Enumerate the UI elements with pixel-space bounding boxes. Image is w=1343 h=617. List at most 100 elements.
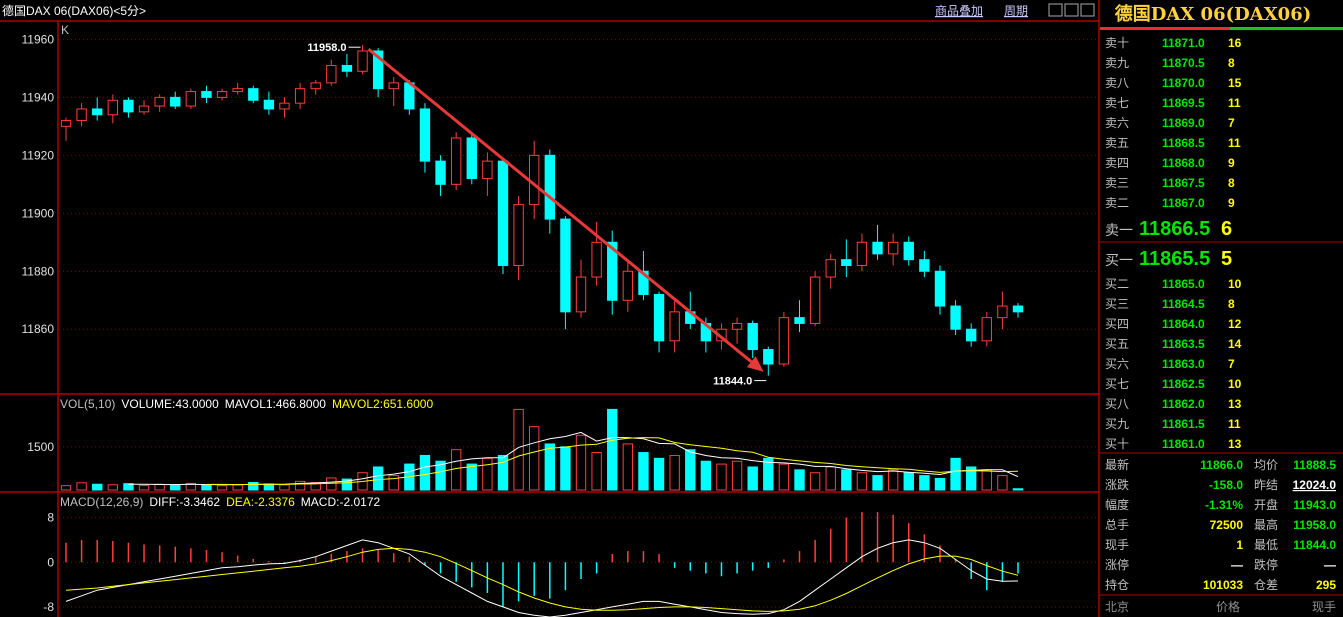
book-qty: 13: [1228, 437, 1242, 451]
candle-body: [919, 259, 930, 272]
book-qty: 8: [1228, 297, 1235, 311]
volume-bar: [841, 469, 852, 491]
candle-body: [669, 311, 680, 342]
book-label: 卖二: [1105, 196, 1129, 210]
macd-line: [65, 539, 1019, 617]
book-price: 11870.0: [1162, 76, 1205, 90]
volume-bar: [794, 469, 805, 491]
candle-body: [154, 96, 165, 107]
quote-value: 1: [1236, 538, 1243, 552]
book-label: 卖十: [1105, 36, 1129, 50]
candle-body: [263, 99, 275, 110]
nav-left[interactable]: [1048, 3, 1063, 17]
book-price: 11862.5: [1162, 377, 1205, 391]
candle-body: [965, 328, 977, 342]
quote-label: 涨停: [1105, 557, 1129, 572]
candle-body: [170, 96, 181, 107]
book-qty: 11: [1228, 96, 1241, 110]
y-tick-label: 11940: [22, 90, 55, 104]
candle-body: [60, 120, 72, 127]
book-price: 11868.5: [1162, 136, 1205, 150]
quote-value: 295: [1316, 578, 1336, 592]
book-price: 11870.5: [1162, 56, 1205, 70]
volume-bar: [419, 454, 431, 491]
book-label: 卖一: [1105, 222, 1133, 238]
candle-body: [232, 88, 243, 93]
book-label: 买三: [1105, 297, 1129, 311]
volume-bar: [950, 457, 961, 491]
macd-line: [65, 547, 1019, 612]
candle-body: [92, 108, 103, 116]
book-price: 11869.5: [1162, 96, 1205, 110]
period-button[interactable]: 周期: [1004, 4, 1028, 18]
volume-bar: [747, 466, 758, 491]
book-price: 11864.0: [1162, 317, 1205, 331]
top-title: 德国DAX 06(DAX06)<5分>: [2, 3, 146, 18]
nav-right[interactable]: [1064, 3, 1079, 17]
volume-bar: [622, 443, 634, 491]
indicator-label: MAVOL1:466.8000: [225, 397, 327, 411]
quote-label: 涨跌: [1105, 477, 1129, 492]
volume-bar: [607, 408, 618, 491]
book-label: 买五: [1105, 337, 1129, 351]
candle-body: [809, 276, 821, 324]
book-price: 11863.5: [1162, 337, 1205, 351]
volume-bar: [685, 449, 696, 491]
candle-body: [372, 50, 384, 90]
volume-bar: [279, 484, 290, 491]
quote-value: 12024.0: [1293, 478, 1337, 492]
book-qty: 16: [1228, 36, 1242, 50]
book-qty: 7: [1228, 357, 1235, 371]
volume-bar: [638, 452, 649, 491]
book-qty: 10: [1228, 377, 1242, 391]
book-label: 卖五: [1105, 136, 1129, 150]
book-label: 卖八: [1105, 76, 1129, 90]
volume-bar: [575, 434, 587, 491]
panel-title: 德国DAX 06(DAX06): [1115, 3, 1311, 25]
book-qty: 7: [1228, 116, 1235, 130]
nav-buttons[interactable]: [1048, 3, 1095, 17]
volume-bar: [700, 460, 712, 491]
candle-body: [591, 241, 602, 278]
volume-bar: [887, 469, 899, 491]
quote-value: 11943.0: [1293, 498, 1336, 512]
volume-bar: [216, 485, 228, 491]
volume-bar: [123, 483, 134, 491]
volume-bar: [669, 454, 680, 491]
candle-body: [887, 241, 899, 255]
volume-bar: [107, 484, 119, 491]
quote-label: 开盘: [1254, 497, 1278, 512]
book-label: 卖三: [1105, 176, 1129, 190]
book-price: 11864.5: [1162, 297, 1205, 311]
book-qty: 14: [1228, 337, 1242, 351]
volume-bar: [809, 472, 821, 491]
indicator-label: VOLUME:43.0000: [121, 397, 219, 411]
book-price: 11865.5: [1139, 248, 1210, 270]
volume-bar: [825, 466, 836, 491]
candle-body: [419, 108, 431, 162]
book-price: 11862.0: [1162, 397, 1205, 411]
volume-bar: [903, 472, 914, 491]
book-price: 11866.5: [1139, 218, 1210, 240]
candle-body: [123, 99, 134, 113]
overlay-button[interactable]: 商品叠加: [935, 3, 983, 18]
volume-bar: [778, 463, 790, 491]
volume-ma-line: [206, 437, 1019, 486]
book-label: 买二: [1105, 277, 1129, 291]
book-label: 买八: [1105, 397, 1129, 411]
footer-label: 现手: [1312, 600, 1336, 614]
volume-bar: [435, 460, 446, 491]
annotation-label: 11844.0: [713, 376, 752, 388]
nav-menu[interactable]: [1080, 3, 1095, 17]
quote-value: 11866.0: [1200, 458, 1243, 472]
candle-body: [560, 218, 571, 313]
volume-bar: [170, 484, 181, 491]
quote-label: 仓差: [1254, 578, 1278, 592]
quote-label: 现手: [1105, 538, 1129, 552]
header-bar-green: [1230, 27, 1343, 30]
candle-body: [575, 276, 587, 313]
candle-body: [435, 160, 446, 185]
annotation-label: 11958.0: [307, 42, 346, 54]
indicator-label: MACD(12,26,9): [60, 495, 143, 509]
book-price: 11867.5: [1162, 176, 1205, 190]
